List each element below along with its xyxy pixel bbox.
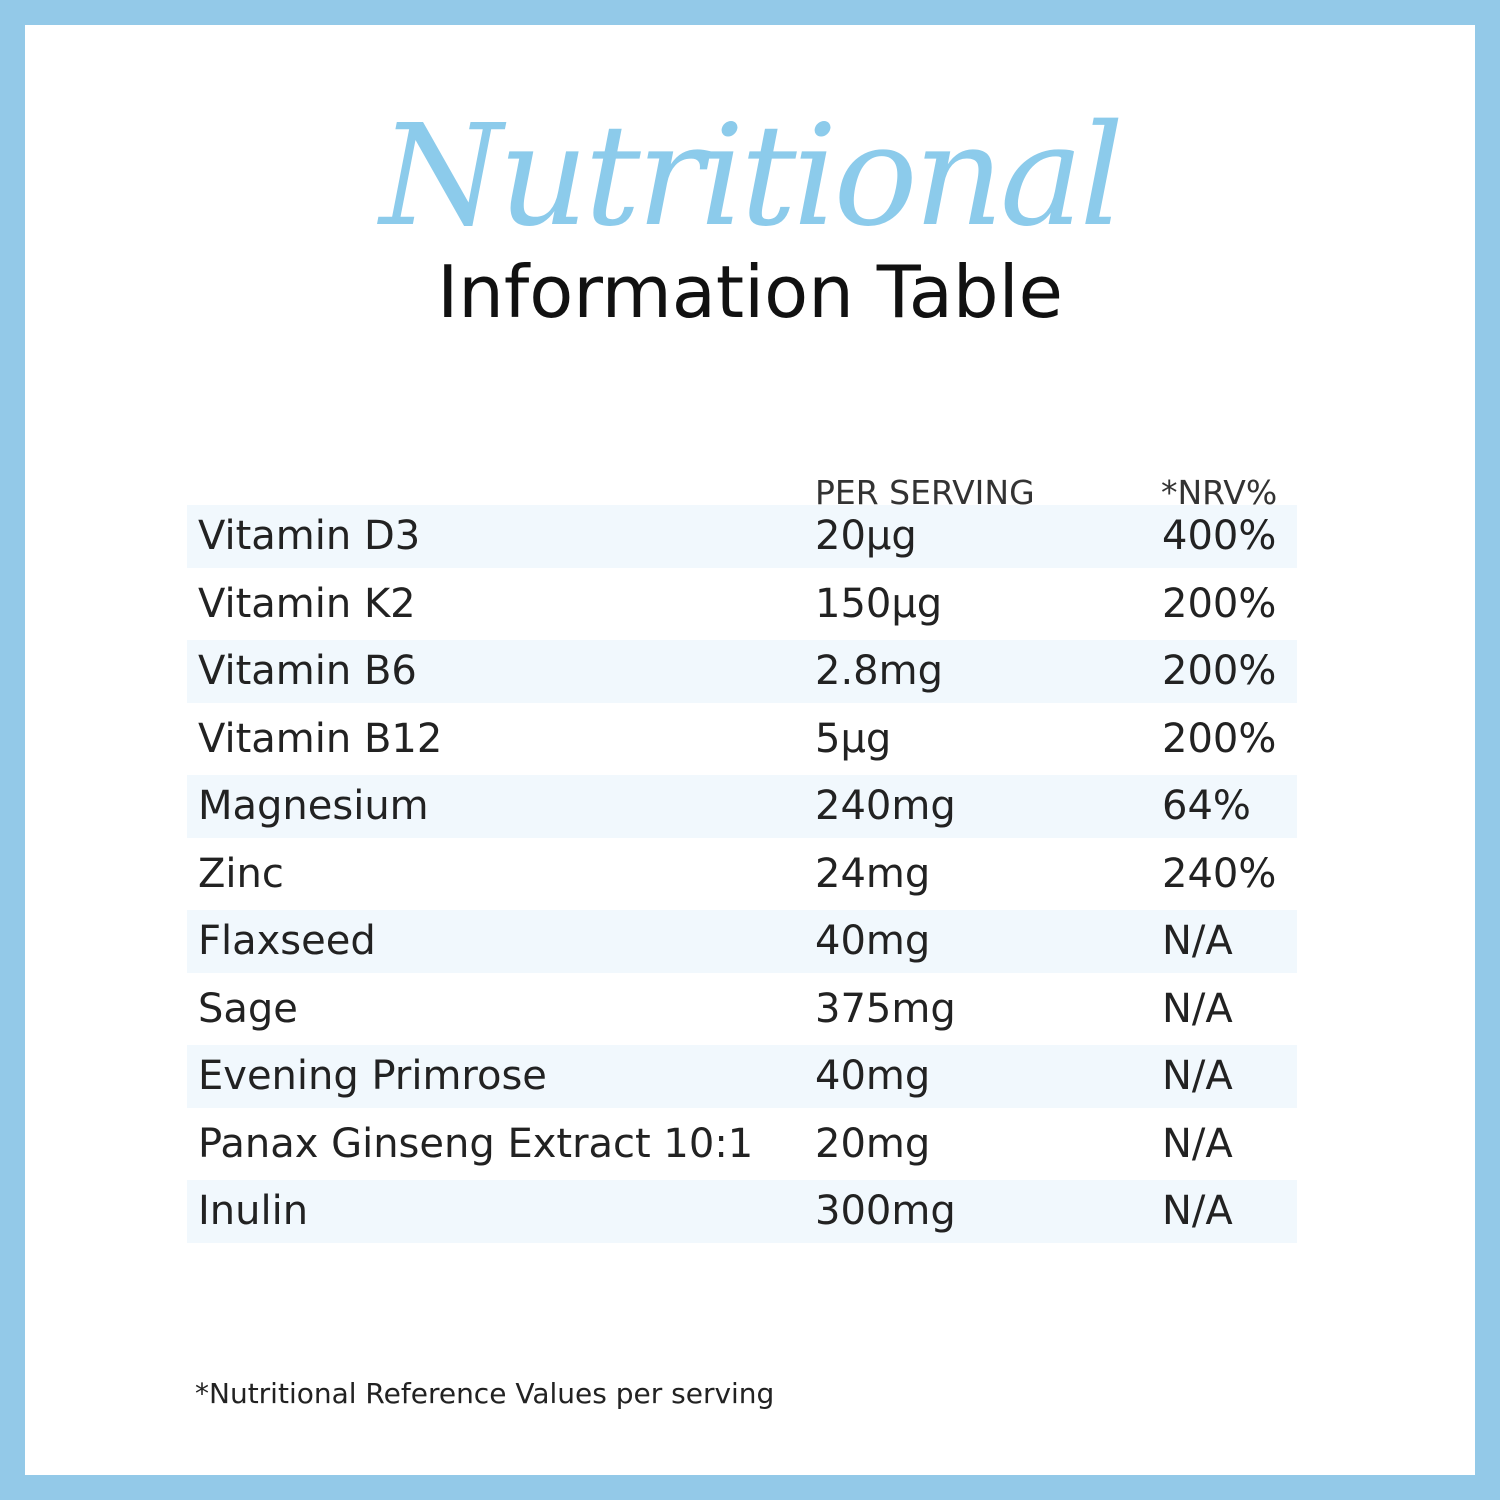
per-serving: 2.8mg (815, 648, 943, 694)
per-serving: 40mg (815, 918, 931, 964)
per-serving: 5µg (815, 715, 892, 762)
footnote: *Nutritional Reference Values per servin… (195, 1377, 775, 1410)
nrv-percent: N/A (1162, 918, 1233, 964)
nutrient-name: Evening Primrose (198, 1053, 547, 1099)
nrv-percent: 200% (1162, 715, 1277, 762)
table-row: Zinc 24mg 240% (187, 843, 1297, 906)
nutrient-name: Panax Ginseng Extract 10:1 (198, 1120, 754, 1167)
script-title: Nutritional (379, 95, 1124, 258)
nutrient-name: Vitamin B6 (198, 648, 417, 694)
nutrient-name: Vitamin B12 (198, 715, 443, 762)
nutrient-name: Zinc (198, 850, 284, 897)
per-serving: 150µg (815, 580, 943, 627)
nrv-percent: N/A (1162, 1188, 1233, 1234)
per-serving: 240mg (815, 783, 956, 829)
nrv-percent: N/A (1162, 985, 1233, 1032)
table-row: Vitamin D3 20µg 400% (187, 505, 1297, 568)
nrv-percent: N/A (1162, 1120, 1233, 1167)
nrv-percent: 200% (1162, 648, 1277, 694)
table-row: Inulin 300mg N/A (187, 1180, 1297, 1243)
per-serving: 300mg (815, 1188, 956, 1234)
table-row: Magnesium 240mg 64% (187, 775, 1297, 838)
nutrient-name: Sage (198, 985, 298, 1032)
table-row: Flaxseed 40mg N/A (187, 910, 1297, 973)
nrv-percent: N/A (1162, 1053, 1233, 1099)
nrv-percent: 400% (1162, 513, 1277, 559)
nutrient-name: Magnesium (198, 783, 429, 829)
nrv-percent: 64% (1162, 783, 1251, 829)
nutrient-name: Flaxseed (198, 918, 376, 964)
nutrient-name: Inulin (198, 1188, 309, 1234)
table-row: Vitamin B12 5µg 200% (187, 708, 1297, 771)
per-serving: 40mg (815, 1053, 931, 1099)
title: Information Table (437, 250, 1063, 334)
per-serving: 375mg (815, 985, 956, 1032)
card: Nutritional Information Table PER SERVIN… (25, 25, 1475, 1475)
table-row: Sage 375mg N/A (187, 978, 1297, 1041)
table-row: Evening Primrose 40mg N/A (187, 1045, 1297, 1108)
per-serving: 24mg (815, 850, 931, 897)
nutrient-name: Vitamin K2 (198, 580, 416, 627)
nrv-percent: 200% (1162, 580, 1277, 627)
per-serving: 20µg (815, 513, 917, 559)
table-row: Panax Ginseng Extract 10:1 20mg N/A (187, 1113, 1297, 1176)
nrv-percent: 240% (1162, 850, 1277, 897)
nutrient-name: Vitamin D3 (198, 513, 421, 559)
per-serving: 20mg (815, 1120, 931, 1167)
table-row: Vitamin B6 2.8mg 200% (187, 640, 1297, 703)
table-row: Vitamin K2 150µg 200% (187, 573, 1297, 636)
